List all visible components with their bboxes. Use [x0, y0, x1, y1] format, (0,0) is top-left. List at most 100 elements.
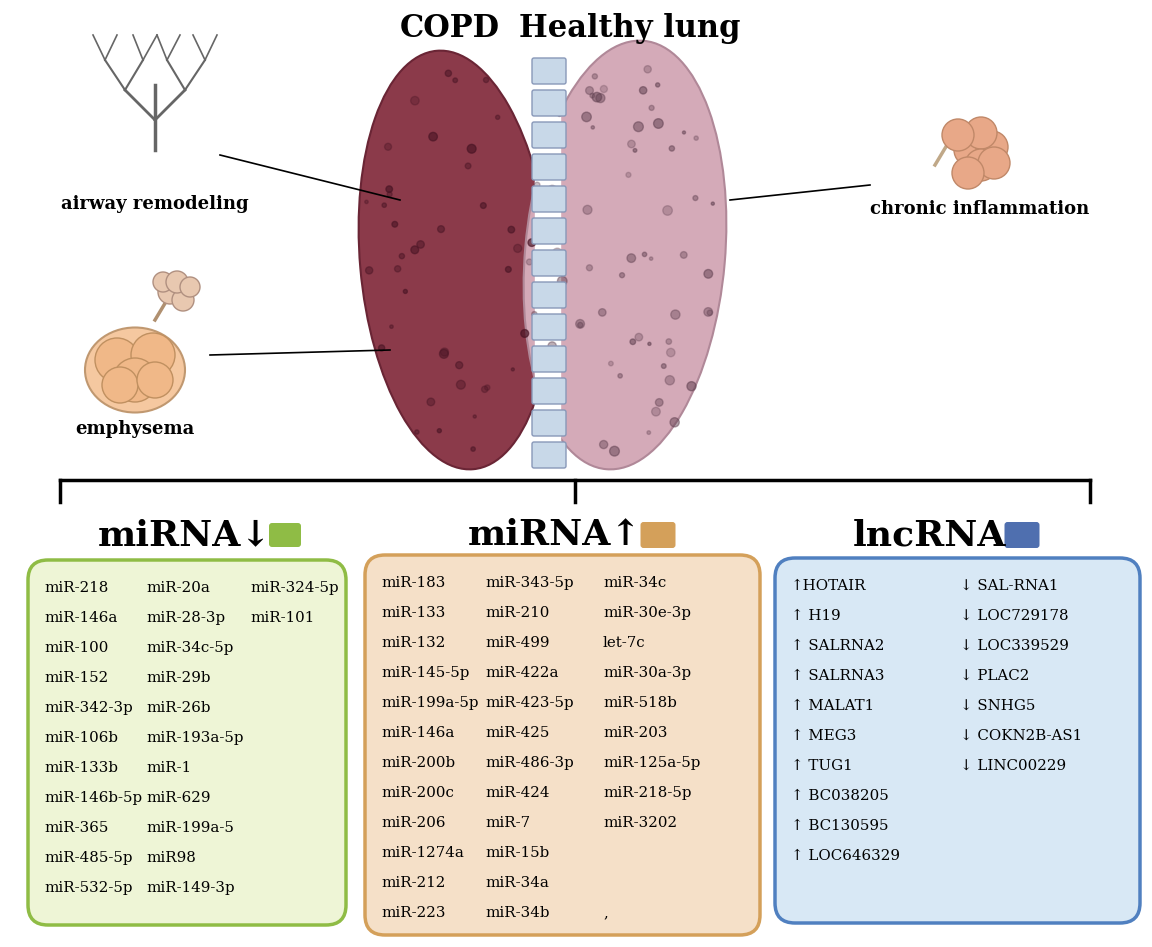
Text: ↑ MALAT1: ↑ MALAT1 — [791, 699, 874, 713]
FancyBboxPatch shape — [28, 560, 346, 925]
Circle shape — [609, 446, 620, 456]
Circle shape — [694, 136, 698, 140]
Circle shape — [552, 248, 562, 259]
Text: miR-30e-3p: miR-30e-3p — [602, 606, 691, 620]
Circle shape — [586, 265, 592, 271]
Circle shape — [379, 345, 385, 351]
Circle shape — [394, 266, 401, 272]
Text: chronic inflammation: chronic inflammation — [871, 200, 1090, 218]
Text: miR-20a: miR-20a — [146, 581, 210, 595]
Circle shape — [639, 87, 646, 94]
Text: miR-203: miR-203 — [602, 726, 667, 740]
Text: miR-152: miR-152 — [44, 671, 108, 685]
Circle shape — [131, 333, 175, 377]
Ellipse shape — [85, 328, 185, 413]
Text: miR-365: miR-365 — [44, 821, 108, 835]
Circle shape — [647, 431, 651, 435]
Text: ↑ BC038205: ↑ BC038205 — [791, 789, 888, 803]
Text: miR-146b-5p: miR-146b-5p — [44, 791, 142, 805]
Circle shape — [548, 342, 556, 350]
Circle shape — [976, 131, 1008, 163]
Text: ↓ LINC00229: ↓ LINC00229 — [960, 759, 1066, 773]
Text: miR-218-5p: miR-218-5p — [602, 786, 691, 800]
Circle shape — [438, 225, 445, 233]
Circle shape — [644, 65, 651, 73]
Circle shape — [650, 257, 653, 260]
Circle shape — [429, 133, 438, 141]
Ellipse shape — [358, 50, 552, 470]
Text: miR-100: miR-100 — [44, 641, 108, 655]
Circle shape — [599, 440, 608, 449]
Circle shape — [392, 222, 397, 227]
Circle shape — [535, 182, 540, 188]
Circle shape — [471, 447, 476, 451]
Circle shape — [653, 118, 664, 128]
Circle shape — [647, 342, 651, 346]
Circle shape — [590, 94, 594, 98]
Text: miR-499: miR-499 — [485, 636, 550, 650]
Circle shape — [545, 200, 550, 205]
Circle shape — [532, 312, 537, 316]
Circle shape — [954, 134, 986, 166]
FancyBboxPatch shape — [532, 154, 566, 180]
Circle shape — [514, 244, 522, 253]
Text: miR-3202: miR-3202 — [602, 816, 677, 830]
Circle shape — [577, 322, 583, 328]
Ellipse shape — [524, 41, 727, 470]
FancyBboxPatch shape — [532, 378, 566, 404]
FancyBboxPatch shape — [532, 410, 566, 436]
Circle shape — [511, 367, 514, 371]
Text: Healthy lung: Healthy lung — [520, 12, 741, 44]
Text: ↓ PLAC2: ↓ PLAC2 — [960, 669, 1030, 683]
Circle shape — [440, 348, 448, 356]
Circle shape — [180, 277, 200, 297]
FancyBboxPatch shape — [532, 58, 566, 84]
Text: miR-485-5p: miR-485-5p — [44, 851, 132, 865]
Circle shape — [153, 272, 173, 292]
Text: miR-342-3p: miR-342-3p — [44, 701, 132, 715]
Circle shape — [403, 290, 408, 294]
FancyBboxPatch shape — [532, 90, 566, 116]
Circle shape — [495, 116, 500, 119]
Text: miR-210: miR-210 — [485, 606, 550, 620]
Circle shape — [665, 376, 674, 384]
Text: ↑ BC130595: ↑ BC130595 — [791, 819, 888, 833]
Circle shape — [506, 266, 511, 273]
Text: lncRNA: lncRNA — [854, 518, 1007, 552]
Circle shape — [704, 308, 712, 316]
Text: let-7c: let-7c — [602, 636, 645, 650]
Text: miR-532-5p: miR-532-5p — [44, 881, 132, 895]
FancyBboxPatch shape — [532, 122, 566, 148]
Text: miR-26b: miR-26b — [146, 701, 211, 715]
FancyBboxPatch shape — [775, 558, 1140, 923]
Text: miR-30a-3p: miR-30a-3p — [602, 666, 691, 680]
Circle shape — [456, 381, 465, 389]
FancyBboxPatch shape — [365, 555, 760, 935]
Circle shape — [608, 361, 613, 366]
FancyBboxPatch shape — [532, 314, 566, 340]
Text: miR-223: miR-223 — [381, 906, 446, 920]
Circle shape — [536, 335, 539, 338]
Text: ↓ LOC729178: ↓ LOC729178 — [960, 609, 1069, 623]
Text: ↑ TUG1: ↑ TUG1 — [791, 759, 852, 773]
Circle shape — [521, 330, 529, 337]
Circle shape — [166, 271, 188, 293]
Circle shape — [599, 309, 606, 316]
Circle shape — [468, 144, 476, 153]
Circle shape — [411, 246, 418, 254]
Circle shape — [382, 203, 386, 207]
Circle shape — [547, 324, 550, 327]
Text: airway remodeling: airway remodeling — [61, 195, 249, 213]
Text: ↓ LOC339529: ↓ LOC339529 — [960, 639, 1069, 653]
Circle shape — [484, 78, 488, 82]
Circle shape — [643, 252, 646, 257]
Circle shape — [103, 367, 138, 403]
Text: miR-518b: miR-518b — [602, 696, 677, 710]
Circle shape — [552, 260, 561, 270]
Circle shape — [667, 348, 675, 357]
Text: miR-101: miR-101 — [250, 611, 314, 625]
Text: miR-149-3p: miR-149-3p — [146, 881, 235, 895]
Text: miR-193a-5p: miR-193a-5p — [146, 731, 243, 745]
FancyBboxPatch shape — [532, 282, 566, 308]
Circle shape — [415, 430, 419, 434]
